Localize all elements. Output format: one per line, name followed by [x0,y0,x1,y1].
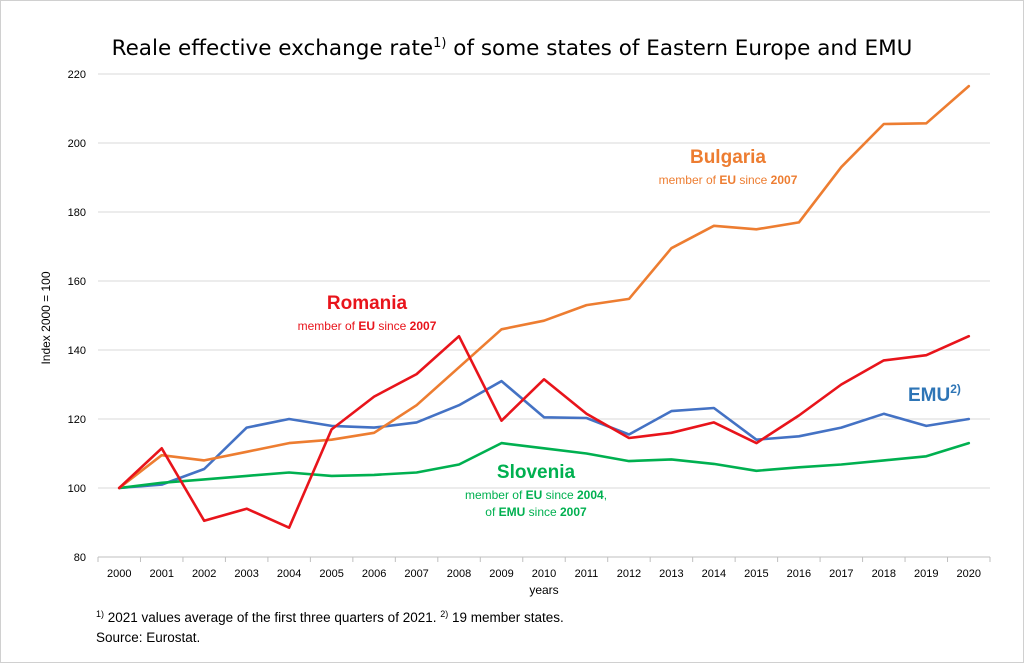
chart-title-text: Reale effective exchange rate [111,36,434,61]
y-tick-label: 100 [68,483,86,495]
x-axis-label: years [529,583,558,597]
chart-title-footnote-marker: 1) [433,36,447,51]
chart-title: Reale effective exchange rate1) of some … [0,36,1024,61]
x-tick-label: 2017 [829,568,853,580]
footnote-text-1: 2021 values average of the first three q… [104,610,441,625]
x-tick-label: 2003 [234,568,258,580]
y-tick-label: 200 [68,138,86,150]
slovenia-l1-e: , [604,488,607,502]
series-line-slovenia [117,441,971,490]
source-note: Source: Eurostat. [96,630,201,645]
series-lines [117,84,971,530]
x-tick-label: 2014 [702,568,726,580]
x-tick-label: 2018 [872,568,896,580]
footnote-marker-1: 1) [96,609,105,619]
x-tick-label: 2005 [319,568,343,580]
bulgaria-sub-a: member of [659,173,720,187]
emu-name: EMU [908,385,950,406]
slovenia-l2-a: of [485,505,498,519]
romania-sub-a: member of [298,319,359,333]
footnote: 1) 2021 values average of the first thre… [96,604,564,648]
emu-footnote-marker: 2) [950,382,961,396]
x-tick-label: 2008 [447,568,471,580]
romania-sub-b: EU [358,319,375,333]
y-tick-label: 80 [74,552,86,564]
annotation-slovenia-membership-emu: of EMU since 2007 [485,505,587,519]
annotation-emu-name: EMU2) [908,382,961,406]
x-tick-label: 2015 [744,568,768,580]
x-tick-label: 2000 [107,568,131,580]
y-axis-label: Index 2000 = 100 [39,271,53,364]
x-tick-label: 2012 [617,568,641,580]
x-tick-labels: 2000 2001 2002 2003 2004 2005 2006 2007 2008 2009… [107,568,981,580]
slovenia-l2-b: EMU [499,505,526,519]
annotation-romania-membership: member of EU since 2007 [298,319,437,333]
bulgaria-sub-c: since [736,173,771,187]
chart-title-text-rest: of some states of Eastern Europe and EMU [446,36,913,61]
slovenia-l1-c: since [542,488,577,502]
annotation-bulgaria-membership: member of EU since 2007 [659,173,798,187]
footnote-marker-2: 2) [440,609,449,619]
slovenia-l1-b: EU [526,488,543,502]
annotation-slovenia-name: Slovenia [497,462,576,483]
x-tick-label: 2007 [404,568,428,580]
series-line-romania [117,334,971,530]
x-tick-label: 2013 [659,568,683,580]
slovenia-l2-c: since [525,505,560,519]
x-tick-label: 2009 [489,568,513,580]
bulgaria-sub-b: EU [719,173,736,187]
x-tick-label: 2011 [575,568,599,580]
romania-sub-c: since [375,319,410,333]
y-tick-label: 160 [68,276,86,288]
annotation-slovenia-membership-eu: member of EU since 2004, [465,488,607,502]
series-line-bulgaria [117,84,971,490]
y-tick-labels: 80 100 120 140 160 180 200 220 [68,69,86,564]
annotation-romania-name: Romania [327,293,408,314]
series-line-emu [117,379,971,490]
y-tick-label: 180 [68,207,86,219]
slovenia-l2-d: 2007 [560,505,587,519]
romania-sub-d: 2007 [410,319,437,333]
gridlines [97,73,991,562]
bulgaria-sub-d: 2007 [771,173,798,187]
slovenia-l1-a: member of [465,488,526,502]
x-tick-label: 2006 [362,568,386,580]
y-tick-label: 220 [68,69,86,81]
x-tick-label: 2004 [277,568,301,580]
slovenia-l1-d: 2004 [577,488,604,502]
x-tick-label: 2020 [957,568,981,580]
footnote-text-2: 19 member states. [448,610,564,625]
y-tick-label: 140 [68,345,86,357]
x-tick-label: 2016 [787,568,811,580]
x-tick-label: 2010 [532,568,556,580]
x-tick-label: 2019 [914,568,938,580]
y-tick-label: 120 [68,414,86,426]
x-tick-label: 2002 [192,568,216,580]
x-tick-label: 2001 [149,568,173,580]
footnote-line-1: 1) 2021 values average of the first thre… [96,604,564,628]
annotation-bulgaria-name: Bulgaria [690,147,766,168]
